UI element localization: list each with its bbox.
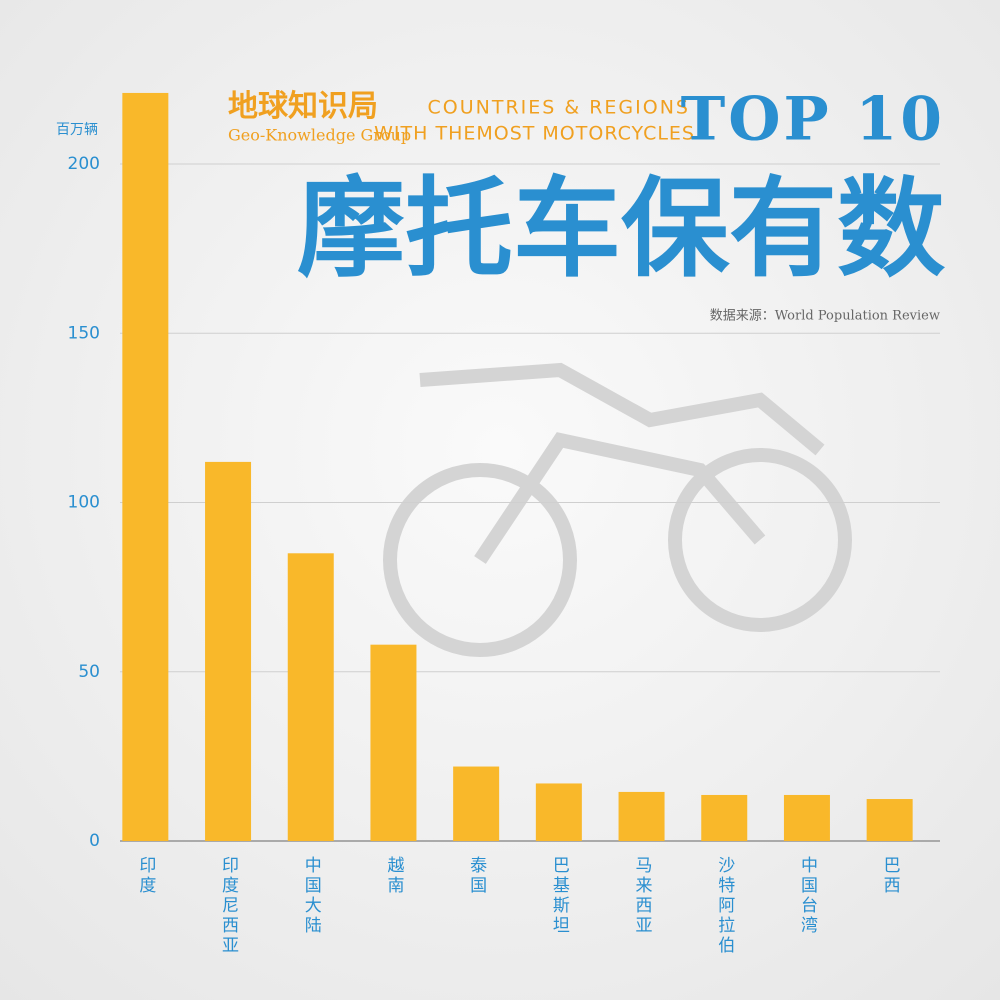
- x-tick-label: 马来西亚: [632, 856, 653, 936]
- x-tick-label: 印度: [135, 856, 156, 896]
- x-tick-label: 中国大陆: [301, 856, 322, 936]
- bar: [122, 92, 169, 841]
- x-tick-label: 沙特阿拉伯: [714, 856, 735, 956]
- bar: [701, 794, 748, 841]
- chart-title: 摩托车保有数: [297, 166, 945, 292]
- subtitle: WITH THEMOST MOTORCYCLES: [374, 123, 695, 145]
- bar: [866, 799, 913, 841]
- x-tick-label: 巴基斯坦: [549, 856, 570, 936]
- y-tick-label: 0: [89, 831, 100, 851]
- bar: [287, 553, 334, 841]
- subtitle: COUNTRIES & REGIONS: [428, 97, 690, 119]
- x-tick-label: 越南: [383, 856, 404, 896]
- bar: [370, 644, 417, 841]
- x-tick-label: 印度尼西亚: [218, 856, 239, 956]
- source: 数据来源：World Population Review: [710, 309, 940, 324]
- bar: [535, 783, 582, 841]
- brand-en: Geo-Knowledge Group: [228, 126, 411, 145]
- y-tick-label: 200: [68, 154, 100, 174]
- y-axis-label: 百万辆: [56, 122, 98, 138]
- top-label: TOP 10: [681, 85, 945, 155]
- x-tick-label: 中国台湾: [797, 856, 818, 936]
- x-tick-label: 泰国: [466, 856, 487, 896]
- x-tick-label: 巴西: [880, 856, 900, 896]
- brand: 地球知识局: [228, 89, 378, 124]
- motorcycle-icon: [383, 362, 852, 657]
- y-tick-label: 50: [78, 662, 100, 682]
- bar: [453, 766, 500, 841]
- y-tick-label: 100: [68, 493, 100, 513]
- bar: [783, 794, 830, 841]
- bar: [205, 461, 252, 841]
- bar: [618, 791, 665, 841]
- y-tick-label: 150: [68, 323, 100, 343]
